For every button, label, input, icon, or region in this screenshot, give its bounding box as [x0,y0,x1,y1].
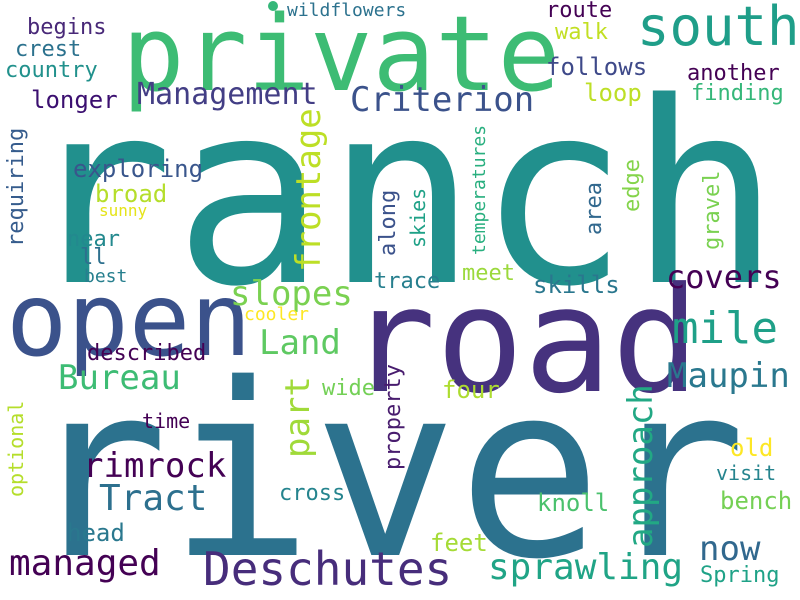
word-sunny: sunny [99,201,148,220]
word-skies: skies [406,187,430,248]
word-mile: mile [672,303,778,354]
word-slopes: part [278,376,318,458]
word-best: best [84,266,128,287]
word-cooler: cooler [244,304,310,325]
word-old: old [730,434,774,462]
word-bureau: Bureau [58,358,181,398]
word-property: property [381,364,406,470]
word-river: river [24,332,747,600]
word-ranch: ranch [22,49,781,342]
word-frontage: frontage [289,108,329,272]
word-head: head [67,519,125,547]
word-finding: finding [691,81,784,106]
word-private: private [122,0,561,115]
word-route: route [546,0,613,23]
word-bench: bench [720,487,793,515]
word-requiring: requiring [4,127,29,247]
word-tract: Tract [99,478,208,519]
word-longer: longer [31,86,118,114]
word-visit: visit [716,461,777,485]
word-feet: feet [430,529,488,557]
word-wide: wide [322,376,375,401]
word-area: area [582,182,607,235]
word-land: Land [259,323,341,363]
word-managed: managed [9,543,161,584]
word-described: described [87,341,207,366]
word-time: time [142,409,191,433]
word-optional: optional [4,400,28,497]
word-along: along [376,189,401,256]
word-another: another [687,61,780,86]
word-deschutes: Deschutes [203,542,453,596]
word-begins: begins [27,15,107,40]
word-near: near [67,227,120,252]
word-now: now [699,529,761,569]
word-cross: cross [279,481,346,506]
word-part: slopes [230,274,353,314]
word-meet: meet [462,261,515,286]
word-crest: crest [15,37,82,62]
word-spring: Spring [700,563,780,588]
word-south: south [637,0,800,58]
word-rimrock: rimrock [83,446,227,486]
word-exploring: exploring [73,155,204,183]
word-trace: trace [374,269,441,294]
word-wildflowers: wildflowers [287,0,407,21]
word-walk: walk [555,20,608,45]
word-ll: ll [80,245,107,270]
word-gravel: gravel [700,170,725,250]
word-road: road [348,256,700,426]
word-broad: broad [95,180,168,208]
word-temperatures: temperatures [469,124,490,255]
word-skills: skills [533,271,620,299]
word-covers: covers [666,258,782,296]
word-loop: loop [584,79,642,107]
word-management: Management [137,77,318,112]
word-sprawling: sprawling [488,547,684,588]
word-open: open [6,261,252,380]
word-four: four [442,376,500,404]
word-maupin: Maupin [667,356,790,396]
word-knoll: knoll [537,489,610,517]
word-criterion: Criterion [350,80,535,120]
word-country: country [5,58,98,83]
word-edge: edge [620,159,645,212]
word-approach: approach [621,384,661,548]
word-follows: follows [546,53,648,81]
dot-mark [268,1,278,11]
